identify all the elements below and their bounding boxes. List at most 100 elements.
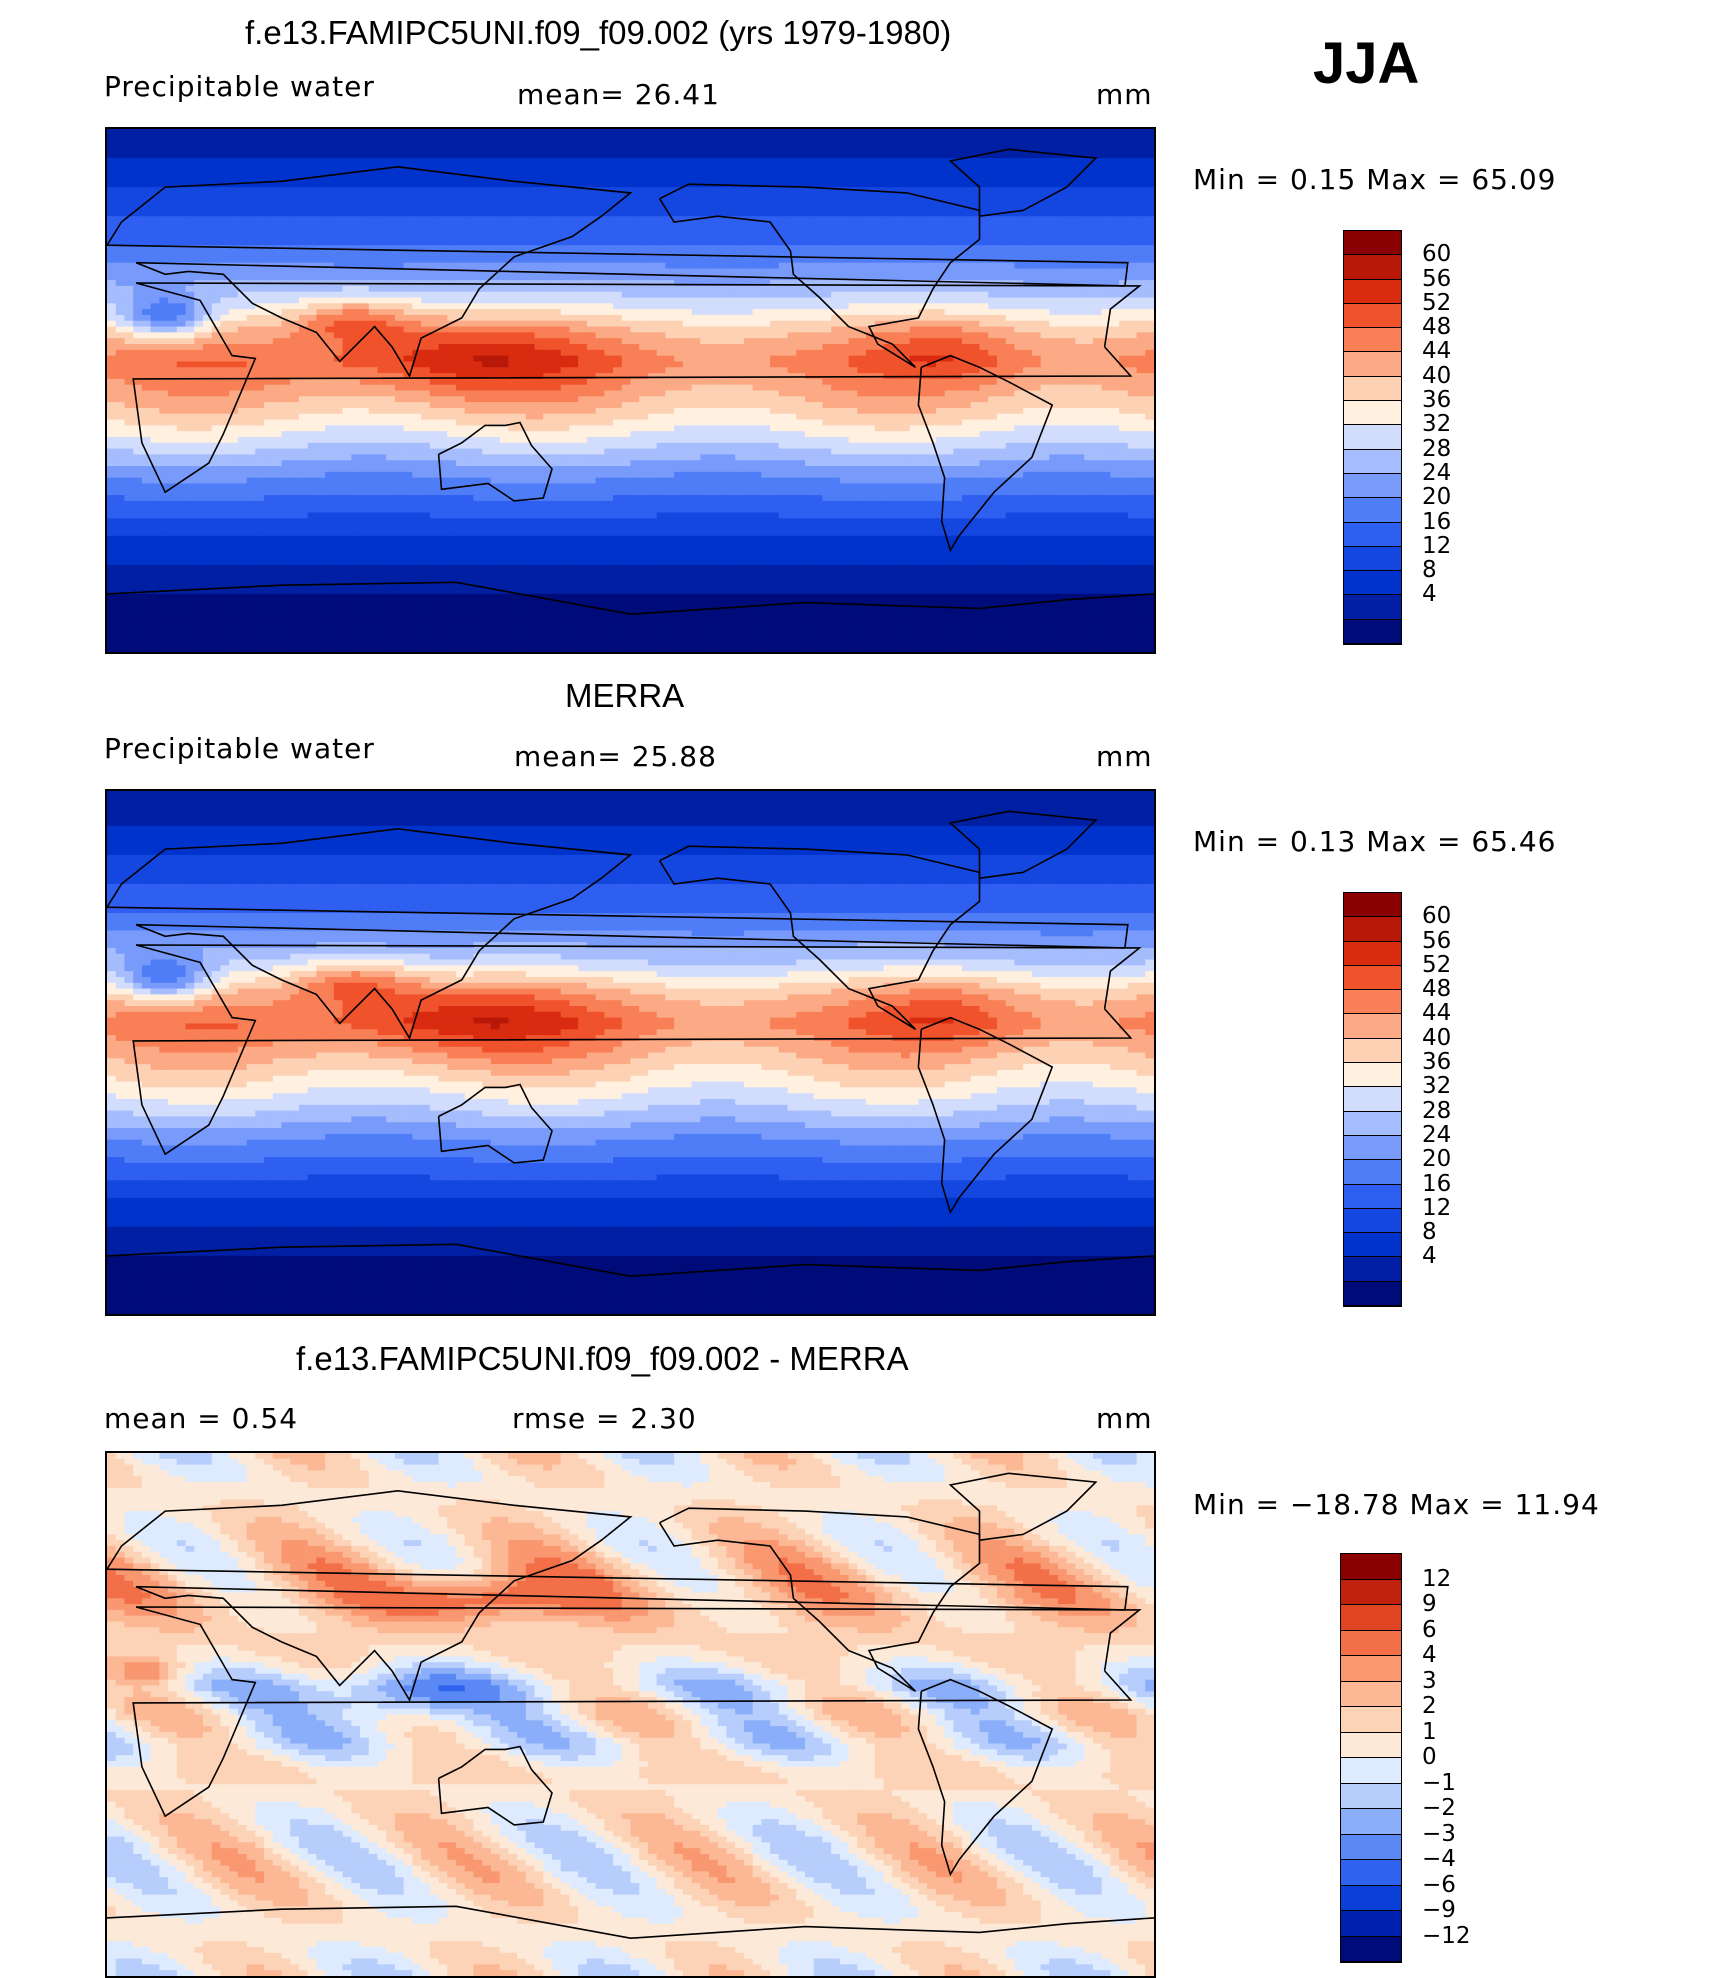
map-cell (962, 210, 972, 217)
map-cell (429, 326, 440, 333)
map-cell (360, 274, 370, 281)
map-cell (639, 326, 649, 333)
map-cell (944, 181, 954, 188)
map-cell (569, 187, 579, 194)
map-cell (377, 134, 387, 142)
map-cell (778, 268, 789, 275)
map-cell (831, 268, 841, 275)
map-cell (490, 355, 501, 363)
map-cell (778, 187, 789, 194)
map-cell (220, 227, 230, 235)
map-cell (351, 355, 361, 363)
map-cell (298, 227, 309, 235)
map-cell (604, 245, 614, 252)
map-cell (360, 187, 370, 194)
map-cell (665, 297, 675, 304)
map-cell (909, 251, 920, 258)
map-cell (1092, 140, 1103, 148)
map-cell (630, 146, 640, 153)
map-cell (412, 355, 422, 363)
map-cell (586, 175, 597, 182)
map-cell (421, 338, 431, 345)
map-cell (1084, 332, 1094, 339)
map-cell (264, 216, 274, 223)
map-cell (569, 140, 579, 148)
map-cell (656, 158, 666, 165)
map-cell (831, 140, 841, 148)
map-cell (569, 134, 579, 142)
map-cell (194, 152, 204, 159)
map-cell (674, 314, 684, 322)
map-cell (979, 314, 989, 322)
map-cell (979, 326, 989, 333)
map-cell (962, 158, 972, 165)
map-cell (962, 338, 972, 345)
map-cell (1075, 129, 1085, 136)
map-cell (909, 181, 920, 188)
map-cell (464, 326, 475, 333)
map-cell (569, 274, 579, 281)
map-cell (787, 175, 797, 182)
map-cell (159, 181, 169, 188)
map-cell (543, 262, 553, 270)
map-cell (1110, 326, 1120, 333)
map-cell (578, 181, 588, 188)
map-cell (298, 274, 309, 281)
map-cell (839, 285, 850, 293)
map-cell (665, 204, 675, 211)
map-cell (761, 297, 771, 304)
map-cell (996, 268, 1007, 275)
map-cell (726, 251, 736, 258)
map-cell (351, 274, 361, 281)
map-cell (970, 245, 981, 252)
map-cell (360, 320, 370, 328)
map-cell (621, 303, 632, 310)
map-cell (1075, 332, 1085, 339)
map-cell (211, 204, 222, 211)
map-cell (560, 349, 571, 357)
map-cell (115, 163, 126, 171)
map-cell (333, 227, 344, 235)
map-cell (1101, 245, 1111, 252)
map-cell (935, 332, 946, 339)
map-cell (604, 309, 614, 316)
map-cell (883, 204, 893, 211)
map-cell (1066, 169, 1077, 177)
map-cell (857, 221, 867, 229)
map-cell (752, 210, 762, 217)
map-cell (141, 169, 152, 177)
map-cell (246, 216, 256, 223)
map-cell (159, 338, 169, 345)
map-cell (770, 181, 780, 188)
map-cell (787, 314, 797, 322)
map-cell (621, 320, 632, 328)
map-cell (883, 216, 893, 223)
map-cell (900, 274, 911, 281)
map-cell (866, 163, 876, 171)
map-cell (115, 320, 126, 328)
map-cell (778, 239, 789, 246)
map-cell (647, 291, 658, 299)
map-cell (316, 169, 326, 177)
map-cell (630, 355, 640, 363)
map-cell (543, 332, 553, 339)
map-cell (360, 326, 370, 333)
map-cell (647, 187, 658, 194)
map-cell (613, 129, 623, 136)
map-cell (115, 210, 126, 217)
map-cell (342, 367, 352, 374)
map-cell (464, 233, 475, 241)
map-cell (473, 221, 483, 229)
map-cell (490, 332, 501, 339)
map-cell (534, 320, 544, 328)
map-cell (726, 320, 736, 328)
map-cell (953, 338, 963, 345)
map-cell (682, 332, 693, 339)
map-cell (970, 280, 981, 287)
map-cell (194, 251, 204, 258)
map-cell (831, 204, 841, 211)
map-cell (290, 349, 300, 357)
map-cell (264, 140, 274, 148)
map-cell (700, 169, 710, 177)
map-cell (1127, 262, 1138, 270)
